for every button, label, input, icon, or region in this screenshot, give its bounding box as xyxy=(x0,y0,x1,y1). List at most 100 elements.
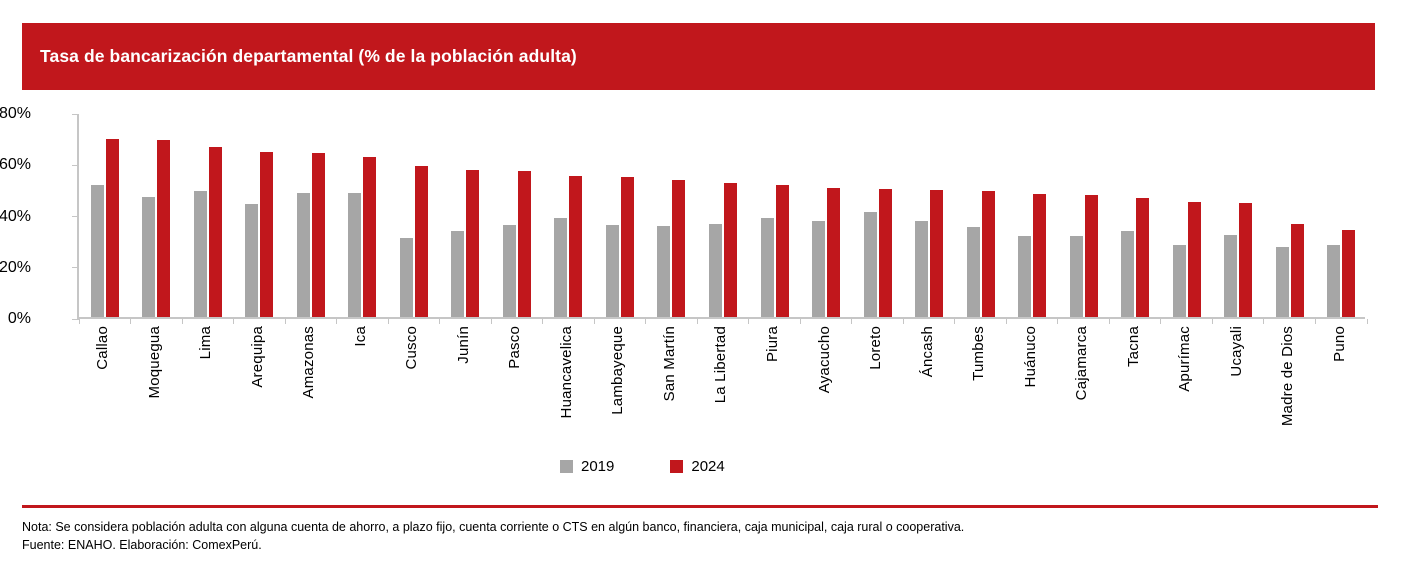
x-label-cell: Cusco xyxy=(386,326,438,458)
bar-group-huancavelica xyxy=(543,114,595,317)
bar-2024-cusco xyxy=(414,165,428,317)
bar-group-loreto xyxy=(852,114,904,317)
x-label-cell: Huánuco xyxy=(1004,326,1056,458)
bar-2024-pasco xyxy=(517,170,531,317)
bar-2024-amazonas xyxy=(311,153,325,317)
x-axis-tick xyxy=(490,319,492,324)
bar-2019-cusco xyxy=(399,237,413,317)
legend-label: 2019 xyxy=(581,458,615,475)
bar-2019-junín xyxy=(451,231,465,317)
bar-2019-puno xyxy=(1327,245,1341,317)
x-axis-tick xyxy=(284,319,286,324)
x-tick-label: Huánuco xyxy=(1021,326,1039,388)
bar-2024-cajamarca xyxy=(1084,195,1098,317)
bar-2019-lambayeque xyxy=(605,224,619,317)
y-tick-label: 80% xyxy=(0,105,31,122)
x-label-cell: Amazonas xyxy=(283,326,335,458)
y-axis-tick xyxy=(72,113,79,115)
bar-group-tumbes xyxy=(955,114,1007,317)
bar-2019-piura xyxy=(760,218,774,317)
x-axis-tick xyxy=(130,319,132,324)
bar-2019-la-libertad xyxy=(708,223,722,317)
x-label-cell: La Libertad xyxy=(695,326,747,458)
bar-group-huánuco xyxy=(1006,114,1058,317)
x-tick-label: Tumbes xyxy=(970,326,988,381)
x-axis-tick xyxy=(1314,319,1316,324)
x-axis-tick xyxy=(954,319,956,324)
bar-2019-callao xyxy=(90,185,104,317)
x-tick-label: Áncash xyxy=(918,326,936,378)
x-axis-tick xyxy=(799,319,801,324)
bar-2019-ayacucho xyxy=(812,220,826,317)
x-label-cell: Arequipa xyxy=(232,326,284,458)
y-tick-label: 40% xyxy=(0,207,31,225)
bar-2019-amazonas xyxy=(296,192,310,317)
bar-group-moquegua xyxy=(131,114,183,317)
x-label-cell: Junín xyxy=(438,326,490,458)
bar-2024-tacna xyxy=(1136,197,1150,317)
x-tick-label: Apurímac xyxy=(1176,326,1194,392)
x-label-cell: Lima xyxy=(180,326,232,458)
legend-item-2019: 2019 xyxy=(560,458,614,475)
x-axis-tick xyxy=(181,319,183,324)
bar-group-san-martín xyxy=(646,114,698,317)
source-note: Fuente: ENAHO. Elaboración: ComexPerú. xyxy=(22,538,262,552)
bar-group-cajamarca xyxy=(1058,114,1110,317)
bar-2019-huancavelica xyxy=(554,218,568,317)
bar-2019-lima xyxy=(193,191,207,317)
bar-group-lima xyxy=(182,114,234,317)
x-tick-label: San Martín xyxy=(660,326,678,402)
x-label-cell: Huancavelica xyxy=(541,326,593,458)
chart-title: Tasa de bancarización departamental (% d… xyxy=(40,46,577,66)
x-tick-label: Ayacucho xyxy=(815,326,833,394)
x-axis-tick xyxy=(696,319,698,324)
bar-group-arequipa xyxy=(234,114,286,317)
bar-2024-puno xyxy=(1342,229,1356,317)
chart-title-banner: Tasa de bancarización departamental (% d… xyxy=(22,23,1375,90)
x-tick-label: Ucayali xyxy=(1227,326,1245,377)
x-axis-tick xyxy=(1263,319,1265,324)
x-axis-labels: Callao Moquegua Lima Arequipa Amazonas Ica Cus… xyxy=(77,326,1365,458)
x-axis-tick xyxy=(748,319,750,324)
bar-group-lambayeque xyxy=(594,114,646,317)
chart-legend: 2019 2024 xyxy=(560,458,725,475)
y-tick-label: 20% xyxy=(0,258,31,276)
bar-group-ucayali xyxy=(1212,114,1264,317)
x-tick-label: Cajamarca xyxy=(1073,326,1091,401)
bar-2019-apurímac xyxy=(1172,245,1186,317)
x-axis-tick xyxy=(645,319,647,324)
bar-group-cusco xyxy=(388,114,440,317)
x-axis-tick xyxy=(1057,319,1059,324)
y-axis-tick xyxy=(72,216,79,217)
x-label-cell: Áncash xyxy=(901,326,953,458)
bar-group-áncash xyxy=(903,114,955,317)
bar-2024-madre-de-dios xyxy=(1290,223,1304,317)
x-tick-label: Piura xyxy=(764,326,781,363)
x-axis-tick xyxy=(1160,319,1162,324)
y-tick-label: 0% xyxy=(7,310,31,327)
bar-group-puno xyxy=(1315,114,1367,317)
x-axis-tick xyxy=(387,319,389,324)
x-axis-tick xyxy=(439,319,441,324)
x-tick-label: Moquegua xyxy=(145,326,163,399)
bar-2019-pasco xyxy=(502,224,516,317)
legend-swatch-2024 xyxy=(670,460,684,473)
bar-2024-huánuco xyxy=(1033,194,1047,317)
x-axis-tick xyxy=(1108,319,1110,324)
x-axis-tick xyxy=(851,319,853,324)
x-tick-label: Lima xyxy=(197,326,215,360)
legend-label: 2024 xyxy=(691,458,725,475)
bar-2024-lima xyxy=(208,146,222,317)
bar-group-pasco xyxy=(491,114,543,317)
bar-group-piura xyxy=(749,114,801,317)
x-axis-tick xyxy=(542,319,544,324)
x-tick-label: Arequipa xyxy=(248,326,266,388)
x-label-cell: Lambayeque xyxy=(592,326,644,458)
bar-2019-ucayali xyxy=(1224,235,1238,317)
bar-2024-san-martín xyxy=(672,179,686,317)
x-tick-label: Callao xyxy=(94,326,112,370)
bar-2024-la-libertad xyxy=(723,182,737,317)
bar-group-callao xyxy=(79,114,131,317)
bar-2019-loreto xyxy=(863,211,877,317)
bar-2019-áncash xyxy=(915,220,929,317)
